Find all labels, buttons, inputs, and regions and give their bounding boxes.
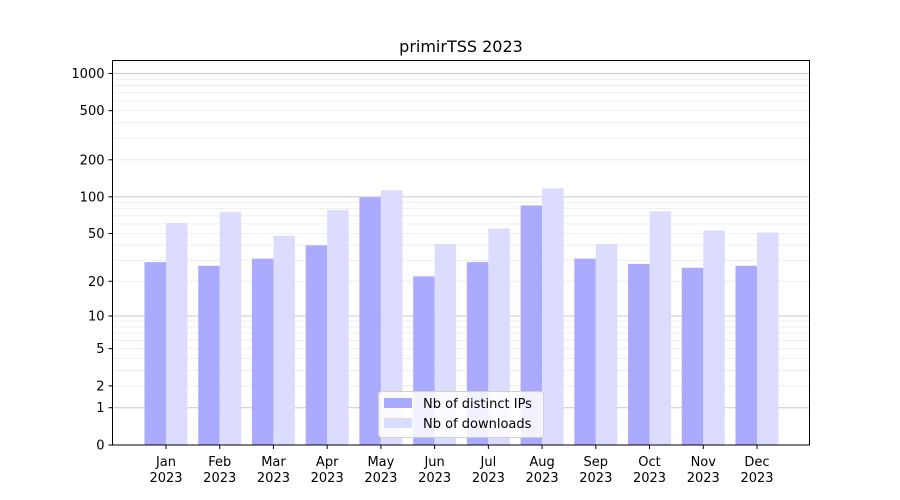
bar-downloads [757,232,779,445]
legend: Nb of distinct IPs Nb of downloads [378,391,544,438]
x-tick-label: 2023 [633,471,666,486]
legend-box [378,391,544,438]
x-tick-label: 2023 [364,471,397,486]
x-tick-label: Jan [155,455,176,470]
y-tick-label: 2 [96,379,104,394]
y-tick-label: 10 [88,310,105,325]
x-tick-label: Jul [480,455,497,470]
y-axis: 0 1 2 5 10 20 50 100 200 500 1000 [71,67,113,454]
x-tick-label: 2023 [257,471,290,486]
bar-downloads [649,211,672,445]
x-tick-label: Oct [638,455,660,470]
x-tick-label: Apr [316,455,339,470]
x-tick-label: 2023 [687,471,720,486]
bar-downloads [166,223,188,445]
bar-downloads [380,190,403,445]
x-tick-label: 2023 [149,471,182,486]
y-tick-label: 500 [80,104,105,119]
bar-distinct-ips [144,262,166,445]
x-tick-label: Dec [744,455,769,470]
y-tick-label: 1 [96,401,104,416]
x-tick-label: 2023 [526,471,559,486]
legend-swatch [384,418,412,428]
x-tick-label: 2023 [579,471,612,486]
x-tick-label: 2023 [311,471,344,486]
y-tick-label: 50 [88,227,105,242]
x-tick-label: 2023 [418,471,451,486]
bar-downloads [595,243,618,445]
x-axis: Jan2023Feb2023Mar2023Apr2023May2023Jun20… [149,445,774,486]
bars [144,188,779,445]
x-tick-label: Mar [261,455,286,470]
legend-swatch [384,398,412,408]
bar-distinct-ips [305,245,328,445]
y-tick-label: 20 [88,275,105,290]
bar-distinct-ips [198,265,220,445]
x-tick-label: Jun [423,455,444,470]
bar-downloads [273,235,295,445]
x-tick-label: Feb [208,455,231,470]
plot-frame [112,60,810,446]
legend-label: Nb of downloads [423,417,532,432]
bar-downloads [542,188,564,445]
bar-downloads [219,212,242,445]
x-tick-label: May [367,455,394,470]
bar-downloads [327,210,349,445]
y-tick-label: 200 [80,153,105,168]
x-tick-label: 2023 [740,471,773,486]
bar-downloads [488,228,510,445]
bar-distinct-ips [520,205,543,445]
y-tick-label: 5 [96,342,104,357]
chart-title: primirTSS 2023 [399,37,523,56]
x-tick-label: 2023 [203,471,236,486]
bar-distinct-ips [359,197,381,445]
bar-distinct-ips [681,267,704,445]
x-tick-label: Nov [691,455,717,470]
bar-distinct-ips [574,258,596,445]
x-tick-label: Aug [529,455,554,470]
legend-label: Nb of distinct IPs [423,397,532,412]
bar-distinct-ips [628,263,650,445]
x-tick-label: 2023 [472,471,505,486]
x-tick-label: Sep [584,455,609,470]
y-tick-label: 1000 [71,67,104,82]
bar-distinct-ips [251,258,274,445]
y-tick-label: 0 [96,439,104,454]
bar-downloads [703,230,725,445]
y-tick-label: 100 [80,190,105,205]
bar-distinct-ips [735,265,757,445]
